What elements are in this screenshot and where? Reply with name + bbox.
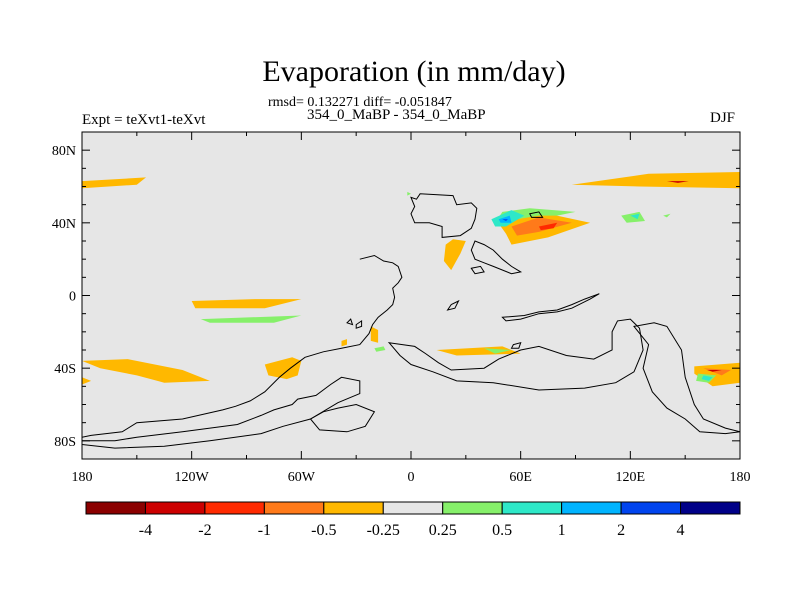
anomaly-region-4 [191,299,302,309]
colorbar: -4 -2 -1 -0.5 -0.25 0.25 0.5 1 2 4 [85,501,741,539]
x-tick-label-4: 60E [509,470,532,485]
coastline-2 [82,254,403,438]
colorbar-label-8: 2 [617,522,625,539]
anomaly-region-23 [663,213,671,218]
colorbar-label-9: 4 [677,522,685,539]
anomaly-region-5 [82,359,210,383]
x-tick-label-6: 180 [730,470,751,485]
anomaly-regions [82,172,740,387]
colorbar-label-0: -4 [139,522,152,539]
coastline-3 [82,376,361,449]
y-tick-label-2: 0 [69,290,76,305]
colorbar-swatch-10 [680,501,741,515]
coastline-1 [470,240,523,275]
anomaly-region-19 [200,315,302,323]
colorbar-label-3: -0.5 [311,522,336,539]
experiment-label: Expt = teXvt1-teXvt [82,112,206,128]
season-label: DJF [710,110,736,126]
anomaly-region-27 [701,375,713,381]
anomaly-region-14 [538,222,558,231]
axis-ticks: 180 120W 60W 0 60E 120E 180 80N 40N 0 40S 80S [52,131,751,485]
coastline-12 [529,211,544,218]
coastline-6 [501,293,600,322]
colorbar-swatch-9 [620,501,682,515]
colorbar-label-2: -1 [258,522,271,539]
coastline-13 [510,341,522,349]
x-tick-label-2: 60W [288,470,316,485]
colorbar-swatch-5 [382,501,444,515]
coastline-8 [355,319,363,329]
coastline-7 [633,322,740,435]
anomaly-region-0 [82,177,146,189]
coastline-5 [387,318,644,391]
anomaly-region-29 [502,219,508,221]
anomaly-region-26 [630,213,640,220]
coastline-11 [470,265,485,275]
colorbar-label-7: 1 [558,522,566,539]
colorbar-label-6: 0.5 [492,522,512,539]
y-tick-label-0: 80N [52,144,76,159]
coastline-4 [309,403,376,433]
colorbar-swatch-8 [561,501,622,515]
colorbar-swatch-0 [85,501,146,515]
y-tick-label-1: 40N [52,217,76,232]
anomaly-region-9 [341,339,347,347]
chart-title: Evaporation (in mm/day) [262,55,566,88]
coastlines [82,193,740,449]
chart-subtitle-rmsd: rmsd= 0.132271 diff= -0.051847 [268,95,452,110]
coastline-10 [446,299,460,311]
anomaly-region-6 [264,357,302,380]
y-tick-label-3: 40S [54,362,76,377]
colorbar-label-4: -0.25 [367,522,400,539]
colorbar-label-5: 0.25 [429,522,457,539]
colorbar-swatch-7 [501,501,563,515]
colorbar-swatch-3 [263,501,325,515]
colorbar-label-1: -2 [198,522,211,539]
coastline-0 [410,193,478,238]
x-tick-label-1: 120W [175,470,210,485]
anomaly-region-7 [82,377,92,385]
anomaly-region-10 [436,346,521,356]
coastline-9 [346,318,354,326]
colorbar-swatch-4 [323,501,384,515]
x-tick-label-0: 180 [72,470,93,485]
case-label: 354_0_MaBP - 354_0_MaBP [307,107,486,123]
map-background [82,132,740,459]
colorbar-swatch-6 [442,501,503,515]
x-tick-label-5: 120E [616,470,646,485]
anomaly-region-21 [374,346,386,352]
anomaly-region-15 [666,181,689,183]
colorbar-swatch-1 [144,501,206,515]
anomaly-region-16 [707,370,722,372]
anomaly-region-22 [407,191,411,196]
y-tick-label-4: 80S [54,435,76,450]
anomaly-region-1 [571,172,740,189]
x-tick-label-3: 0 [408,470,415,485]
colorbar-swatch-2 [204,501,265,515]
anomaly-region-8 [370,326,379,343]
anomaly-region-3 [443,239,466,271]
anomaly-region-20 [484,348,512,354]
